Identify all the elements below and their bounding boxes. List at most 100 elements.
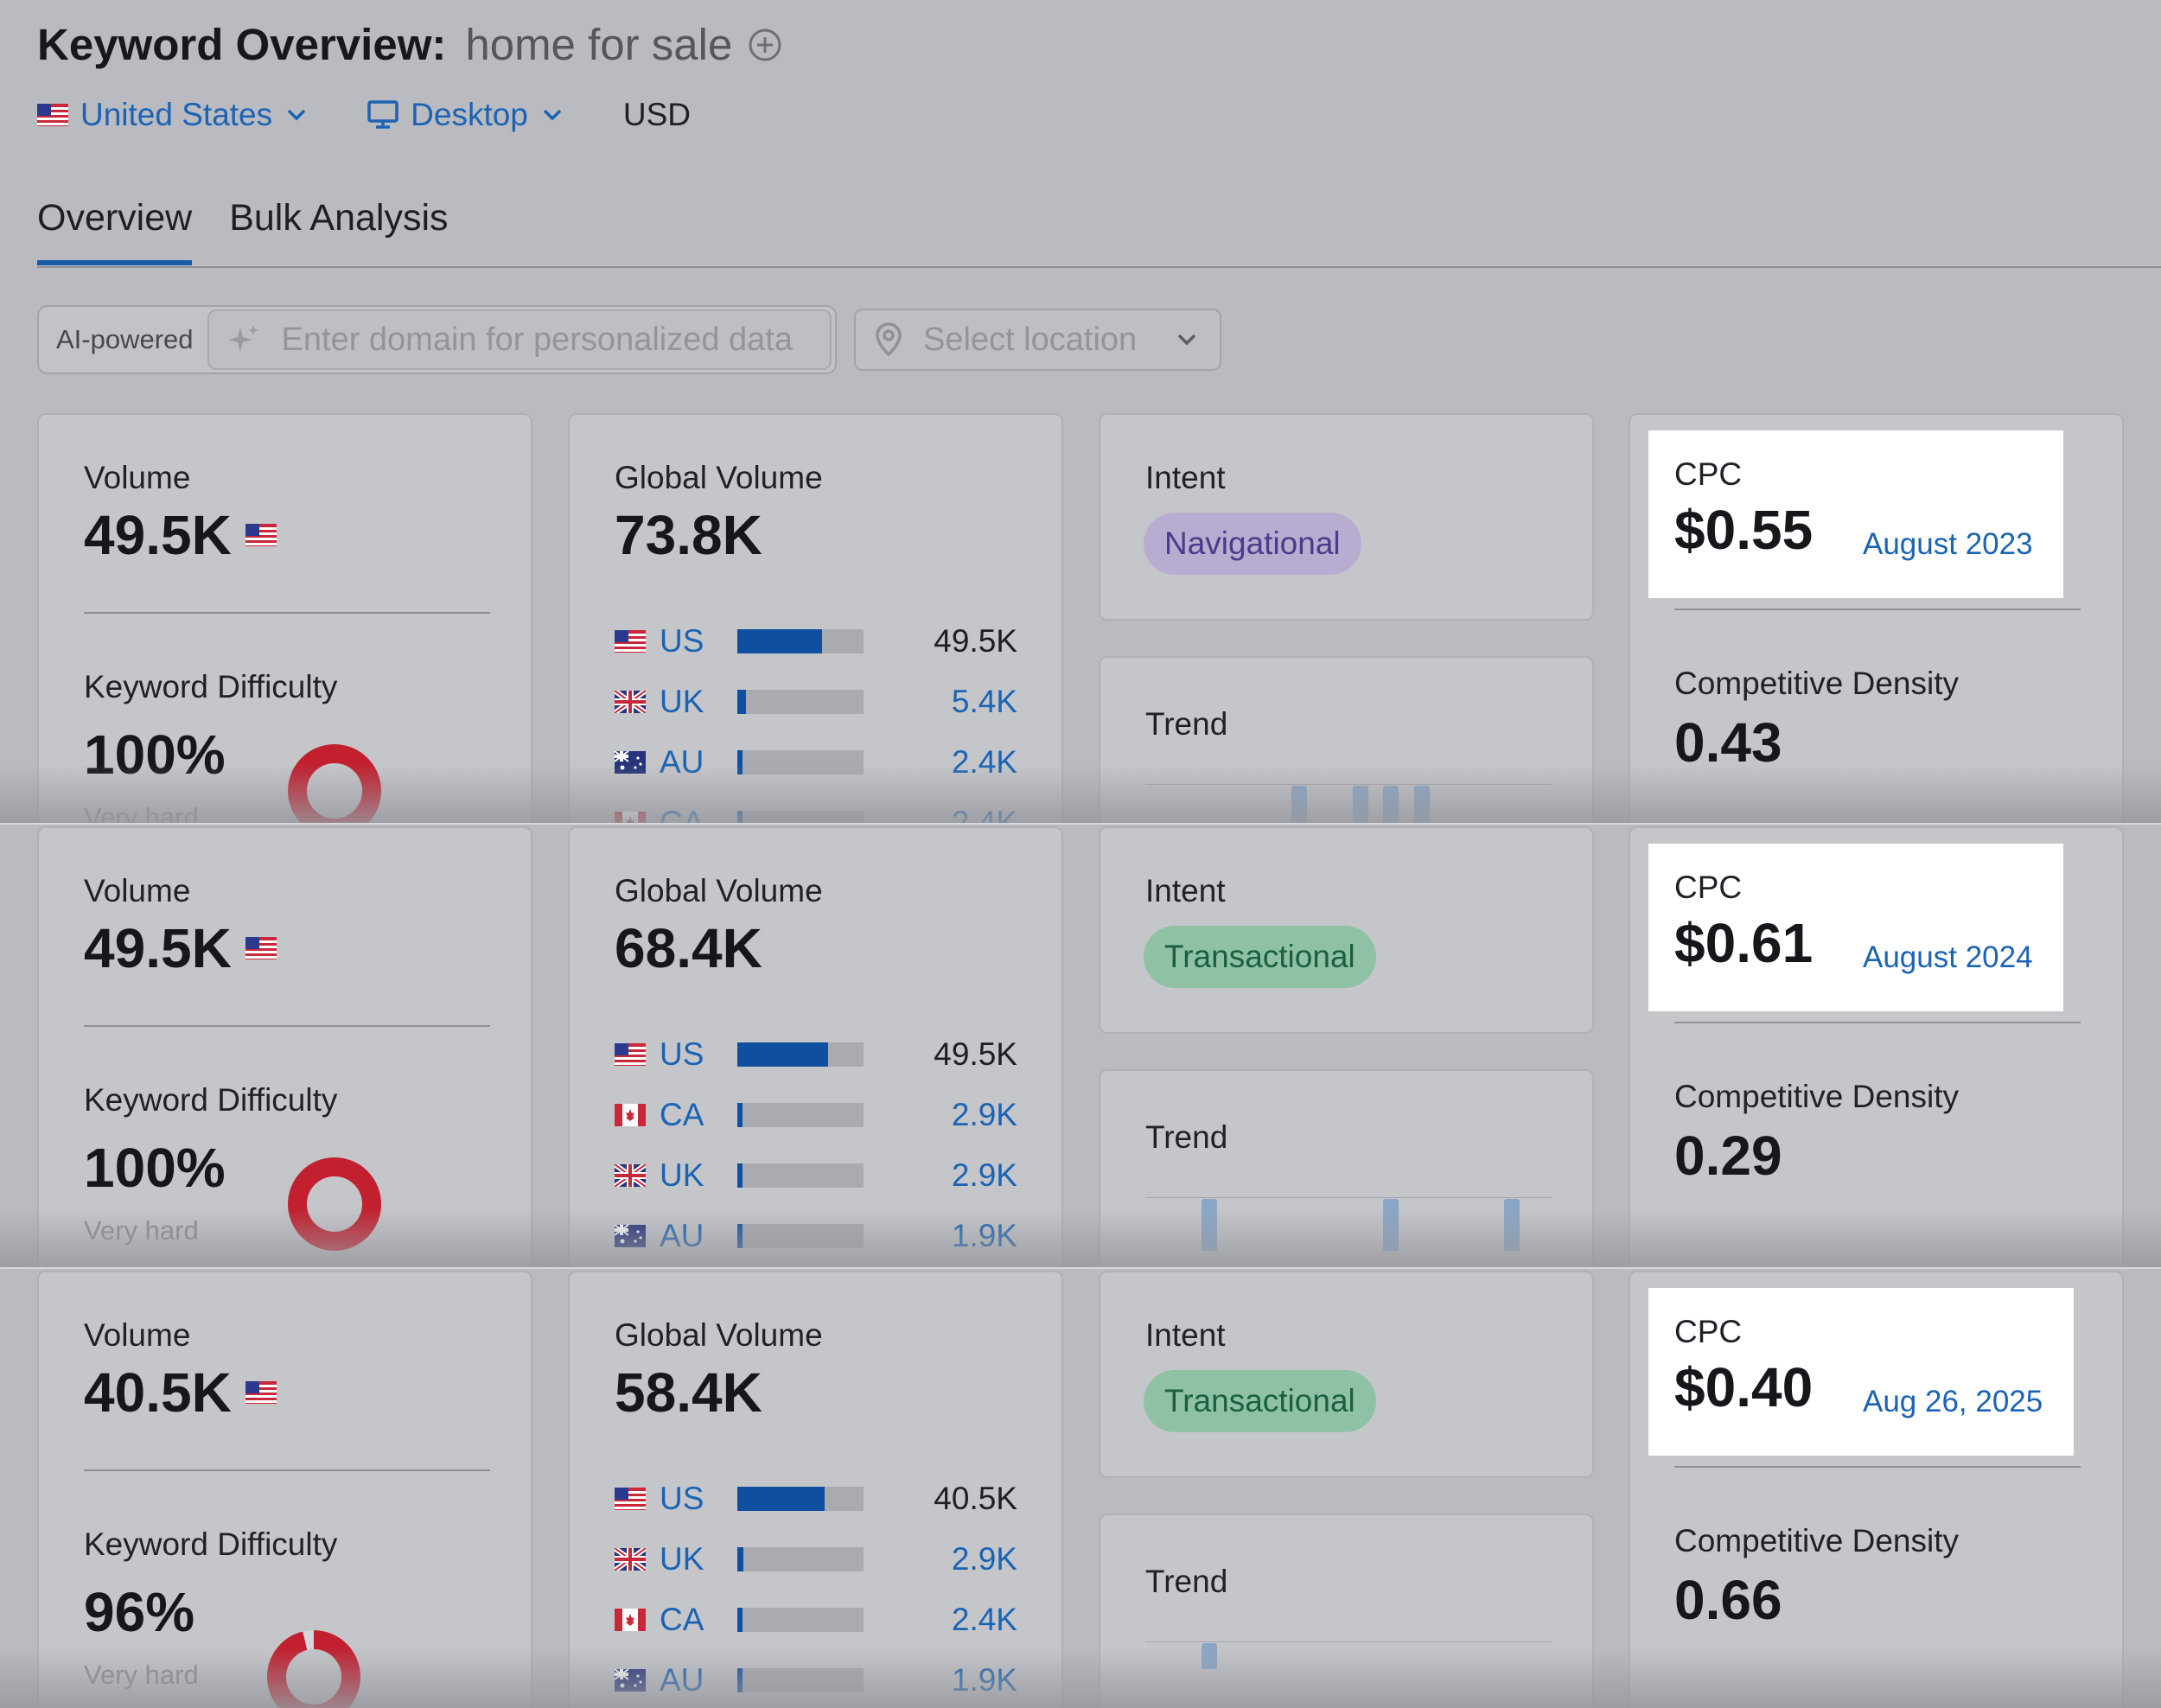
device-dropdown[interactable]: Desktop (367, 97, 563, 133)
country-share-fill (737, 629, 822, 653)
chevron-down-icon (287, 109, 306, 121)
volume-value-row: 40.5K (84, 1361, 277, 1424)
trend-gridline (1145, 1641, 1552, 1642)
country-row: CA 2.9K (615, 1097, 1017, 1132)
country-code[interactable]: CA (660, 1602, 704, 1637)
page-header: Keyword Overview: home for sale (37, 19, 782, 70)
country-code[interactable]: US (660, 1481, 704, 1516)
us-flag-icon (615, 630, 646, 653)
us-flag-icon (245, 937, 277, 959)
country-volume[interactable]: 2.4K (951, 1602, 1017, 1637)
country-code[interactable]: UK (660, 684, 704, 719)
volume-label: Volume (84, 873, 191, 908)
intent-badge[interactable]: Transactional (1144, 926, 1376, 988)
intent-label: Intent (1145, 873, 1226, 908)
keyword-title: home for sale (465, 20, 733, 69)
database-selector-row: United States Desktop USD (37, 97, 691, 133)
us-flag-icon (37, 104, 68, 126)
country-share-bar (737, 1163, 864, 1188)
volume-value: 49.5K (84, 504, 232, 566)
competitive-density-label: Competitive Density (1674, 1523, 1960, 1558)
intent-label: Intent (1145, 460, 1226, 495)
competitive-density-value: 0.43 (1674, 711, 1782, 774)
global-volume-value: 68.4K (615, 917, 762, 979)
cpc-label: CPC (1674, 456, 1743, 492)
country-volume: 40.5K (934, 1481, 1017, 1516)
competitive-density-value: 0.29 (1674, 1125, 1782, 1187)
country-code[interactable]: UK (660, 1157, 704, 1193)
card-divider (84, 1469, 490, 1471)
country-share-fill (737, 1103, 743, 1127)
us-flag-icon (245, 1381, 277, 1404)
country-code[interactable]: UK (660, 1541, 704, 1577)
ca-flag-icon (615, 1609, 646, 1631)
sparkle-icon (227, 325, 258, 352)
volume-label: Volume (84, 460, 191, 495)
card-divider (84, 1025, 490, 1027)
country-share-bar (737, 690, 864, 714)
domain-input[interactable]: Enter domain for personalized data (207, 309, 832, 370)
trend-label: Trend (1145, 1119, 1228, 1155)
trend-label: Trend (1145, 1564, 1228, 1599)
keyword-snapshot-3: Volume 40.5K Keyword Difficulty 96% Very… (0, 1269, 2161, 1708)
country-share-bar (737, 1547, 864, 1571)
country-code[interactable]: CA (660, 1097, 704, 1132)
intent-card: Intent Navigational (1099, 413, 1594, 621)
country-share-fill (737, 1163, 743, 1188)
country-volume: 49.5K (934, 1036, 1017, 1072)
add-keyword-icon[interactable] (748, 28, 782, 62)
global-volume-card: Global Volume 73.8K US49.5KUK5.4KAU2.4KC… (568, 413, 1063, 825)
global-volume-card: Global Volume 68.4K US49.5KCA2.9KUK2.9KA… (568, 826, 1063, 1269)
trend-label: Trend (1145, 706, 1228, 742)
country-share-bar (737, 1103, 864, 1127)
intent-card: Intent Transactional (1099, 826, 1594, 1034)
cpc-label: CPC (1674, 870, 1743, 905)
country-row: UK 2.9K (615, 1541, 1017, 1577)
domain-input-placeholder: Enter domain for personalized data (281, 321, 793, 358)
chevron-down-icon (543, 109, 562, 121)
intent-label: Intent (1145, 1317, 1226, 1353)
global-volume-label: Global Volume (615, 1317, 823, 1353)
keyword-snapshot-2: Volume 49.5K Keyword Difficulty 100% Ver… (0, 825, 2161, 1269)
global-volume-label: Global Volume (615, 460, 823, 495)
database-label: United States (80, 97, 273, 132)
uk-flag-icon (615, 691, 646, 713)
volume-value: 49.5K (84, 917, 232, 979)
country-volume[interactable]: 2.9K (951, 1097, 1017, 1132)
tab-bulk-analysis[interactable]: Bulk Analysis (229, 197, 449, 239)
location-select[interactable]: Select location (854, 309, 1221, 371)
cpc-highlight (1648, 430, 2063, 598)
database-dropdown[interactable]: United States (37, 97, 307, 133)
country-row: UK 2.9K (615, 1157, 1017, 1193)
us-flag-icon (615, 1488, 646, 1510)
country-code[interactable]: US (660, 1036, 704, 1072)
country-share-fill (737, 1547, 744, 1571)
keyword-difficulty-value: 100% (84, 1137, 226, 1199)
country-volume[interactable]: 2.9K (951, 1541, 1017, 1577)
personalization-box: AI-powered Enter domain for personalized… (37, 305, 837, 374)
location-placeholder: Select location (923, 321, 1138, 358)
country-row: US 49.5K (615, 623, 1017, 659)
volume-label: Volume (84, 1317, 191, 1353)
cpc-date: August 2024 (1863, 940, 2033, 974)
country-volume[interactable]: 2.9K (951, 1157, 1017, 1193)
global-volume-value: 58.4K (615, 1361, 762, 1424)
volume-card: Volume 49.5K Keyword Difficulty 100% Ver… (37, 826, 532, 1269)
cpc-value: $0.61 (1674, 912, 1814, 974)
ai-powered-badge: AI-powered (56, 324, 194, 354)
country-row: US 40.5K (615, 1481, 1017, 1516)
section-fade (0, 1647, 2161, 1708)
country-share-fill (737, 1042, 829, 1067)
tab-overview[interactable]: Overview (37, 197, 193, 265)
country-volume[interactable]: 5.4K (951, 684, 1017, 719)
cpc-label: CPC (1674, 1314, 1743, 1349)
device-label: Desktop (411, 97, 528, 132)
section-fade (0, 764, 2161, 825)
country-volume: 49.5K (934, 623, 1017, 659)
global-volume-value: 73.8K (615, 504, 762, 566)
country-code[interactable]: US (660, 623, 704, 659)
intent-badge[interactable]: Transactional (1144, 1370, 1376, 1432)
cpc-value: $0.40 (1674, 1356, 1814, 1418)
intent-badge[interactable]: Navigational (1144, 513, 1361, 575)
page-title: Keyword Overview: (37, 20, 447, 69)
